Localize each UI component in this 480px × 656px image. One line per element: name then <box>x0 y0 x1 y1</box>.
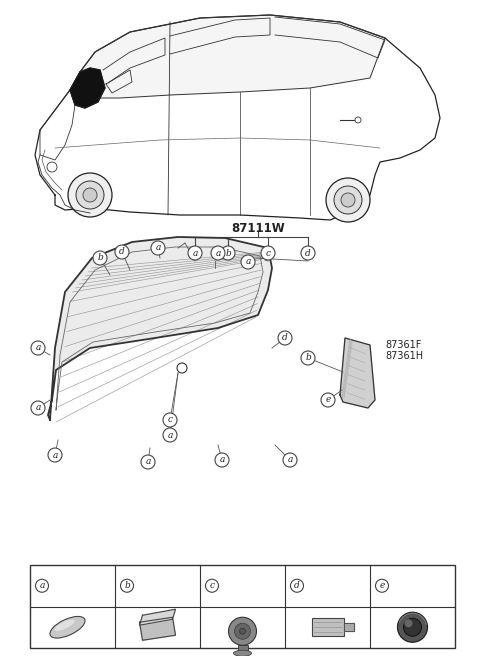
Text: a: a <box>216 249 221 258</box>
Text: a: a <box>288 455 293 464</box>
Polygon shape <box>340 338 375 408</box>
Circle shape <box>31 401 45 415</box>
Text: a: a <box>145 457 151 466</box>
Circle shape <box>47 162 57 172</box>
Circle shape <box>261 246 275 260</box>
Text: a: a <box>245 258 251 266</box>
Circle shape <box>48 448 62 462</box>
Circle shape <box>68 173 112 217</box>
Circle shape <box>290 579 303 592</box>
Circle shape <box>301 246 315 260</box>
Circle shape <box>36 579 48 592</box>
Text: b: b <box>97 253 103 262</box>
Text: 86124D: 86124D <box>50 581 92 591</box>
Polygon shape <box>80 15 385 98</box>
Text: c: c <box>209 581 215 590</box>
Circle shape <box>141 455 155 469</box>
Text: e: e <box>325 396 331 405</box>
Circle shape <box>235 623 251 639</box>
Circle shape <box>326 178 370 222</box>
Bar <box>312 618 344 636</box>
Text: a: a <box>168 430 173 440</box>
Text: 1494GB: 1494GB <box>390 581 432 591</box>
Polygon shape <box>48 237 272 420</box>
Text: 98713: 98713 <box>220 581 254 591</box>
Text: e: e <box>379 581 384 590</box>
Circle shape <box>334 186 362 214</box>
Circle shape <box>188 246 202 260</box>
Circle shape <box>163 428 177 442</box>
Circle shape <box>321 393 335 407</box>
Circle shape <box>405 619 412 627</box>
Circle shape <box>301 351 315 365</box>
Text: d: d <box>294 581 300 590</box>
Text: 87361H: 87361H <box>385 351 423 361</box>
Circle shape <box>283 453 297 467</box>
Polygon shape <box>70 68 105 108</box>
Circle shape <box>278 331 292 345</box>
Circle shape <box>215 453 229 467</box>
Circle shape <box>341 193 355 207</box>
Text: d: d <box>282 333 288 342</box>
Polygon shape <box>342 340 352 398</box>
Text: a: a <box>219 455 225 464</box>
Text: b: b <box>124 581 130 590</box>
Text: a: a <box>36 403 41 413</box>
Text: b: b <box>305 354 311 363</box>
Circle shape <box>375 579 388 592</box>
Circle shape <box>151 241 165 255</box>
Circle shape <box>241 255 255 269</box>
Circle shape <box>355 117 361 123</box>
Ellipse shape <box>50 617 85 638</box>
Text: a: a <box>156 243 161 253</box>
Ellipse shape <box>54 620 74 631</box>
Polygon shape <box>140 617 176 640</box>
Circle shape <box>205 579 218 592</box>
Circle shape <box>115 245 129 259</box>
Circle shape <box>163 413 177 427</box>
FancyBboxPatch shape <box>238 646 248 653</box>
Text: b: b <box>225 249 231 258</box>
Circle shape <box>221 246 235 260</box>
Text: d: d <box>305 249 311 258</box>
Text: 87111W: 87111W <box>231 222 285 234</box>
Polygon shape <box>140 609 176 625</box>
Circle shape <box>76 181 104 209</box>
Text: c: c <box>168 415 172 424</box>
Text: a: a <box>36 344 41 352</box>
Text: 87864: 87864 <box>305 581 339 591</box>
Text: c: c <box>265 249 271 258</box>
Polygon shape <box>344 623 353 631</box>
Text: a: a <box>52 451 58 459</box>
Circle shape <box>397 612 428 642</box>
Circle shape <box>228 617 256 646</box>
Circle shape <box>93 251 107 265</box>
Circle shape <box>120 579 133 592</box>
Text: d: d <box>119 247 125 256</box>
Bar <box>30 565 455 648</box>
Circle shape <box>240 628 245 634</box>
Circle shape <box>83 188 97 202</box>
Circle shape <box>404 618 421 636</box>
Circle shape <box>31 341 45 355</box>
Text: a: a <box>192 249 198 258</box>
Text: 84712F: 84712F <box>135 581 176 591</box>
Circle shape <box>211 246 225 260</box>
Ellipse shape <box>233 650 252 656</box>
Text: 87361F: 87361F <box>385 340 421 350</box>
Circle shape <box>177 363 187 373</box>
Text: a: a <box>39 581 45 590</box>
